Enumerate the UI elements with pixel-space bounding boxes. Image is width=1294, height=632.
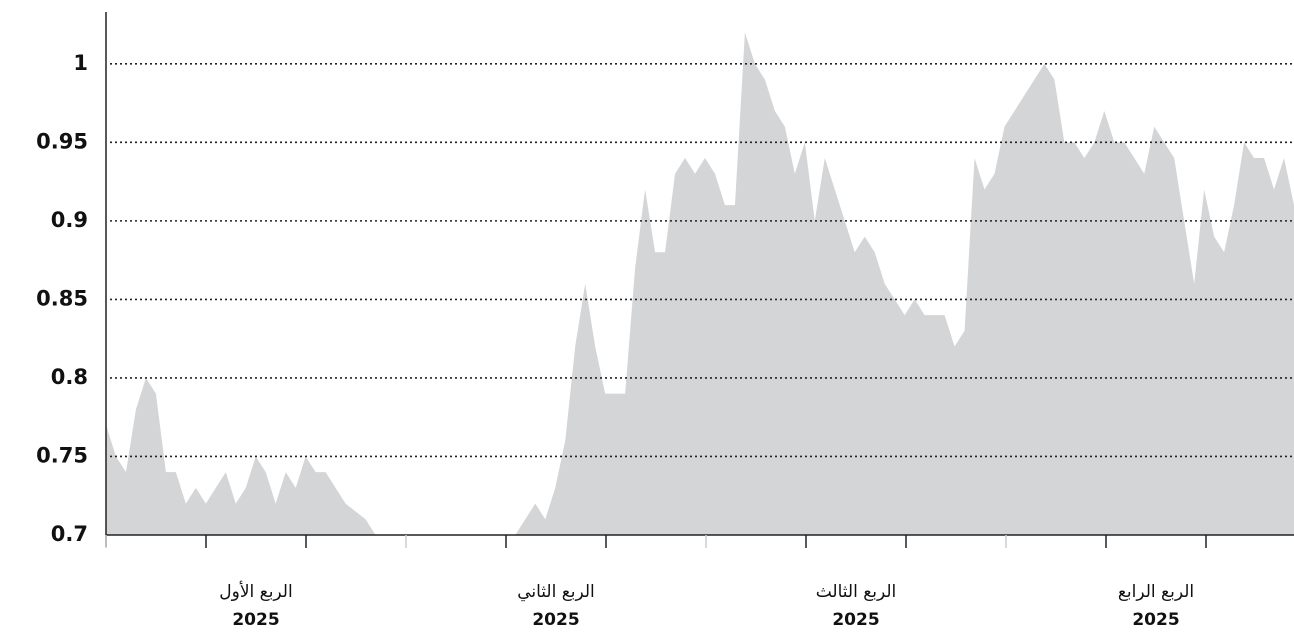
y-tick-label: 0.8	[51, 365, 88, 389]
x-tick-label: الربع الرابع	[1118, 582, 1194, 602]
x-tick-year: 2025	[832, 610, 879, 630]
x-tick-year: 2025	[232, 610, 279, 630]
y-tick-label: 0.95	[36, 129, 88, 153]
y-tick-label: 0.7	[51, 522, 88, 546]
x-tick-year: 2025	[1132, 610, 1179, 630]
area	[106, 32, 1294, 536]
x-tick-label: الربع الثالث	[816, 582, 897, 602]
x-tick-label: الربع الأول	[219, 581, 292, 602]
x-tick-year: 2025	[532, 610, 579, 630]
y-tick-label: 1	[73, 51, 88, 75]
y-tick-label: 0.75	[36, 443, 88, 467]
x-tick-label: الربع الثاني	[517, 582, 595, 602]
y-tick-label: 0.9	[51, 208, 88, 232]
y-tick-label: 0.85	[36, 286, 88, 310]
